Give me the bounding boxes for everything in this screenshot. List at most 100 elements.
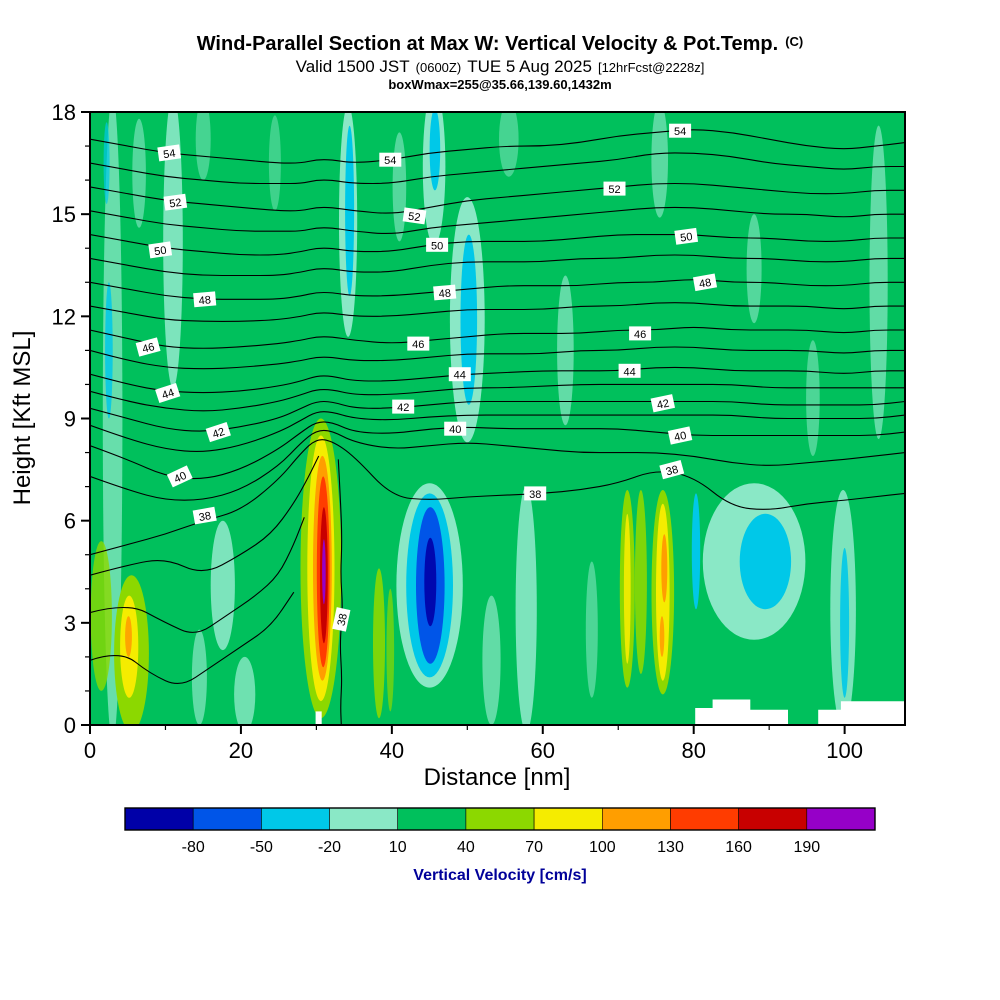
velocity-region: [806, 340, 820, 456]
valid-time: Valid 1500 JST: [296, 57, 410, 76]
contour-label-text: 44: [623, 366, 635, 378]
contour-label: 40: [166, 465, 193, 488]
y-tick-label: 15: [52, 202, 76, 227]
x-tick-label: 20: [229, 738, 253, 763]
contour-label-box: [392, 399, 415, 414]
theta-contour-51: [90, 206, 905, 235]
theta-contour-35: [90, 591, 295, 684]
theta-contour-49: [90, 254, 905, 277]
contour-label-text: 52: [407, 211, 421, 225]
contour-label: 46: [407, 336, 430, 351]
theta-contour-36: [90, 517, 305, 633]
theta-contour-47: [90, 302, 905, 322]
velocity-region: [322, 539, 326, 605]
chart-title: Wind-Parallel Section at Max W: Vertical…: [197, 33, 804, 55]
boxwmax-annotation: boxWmax=255@35.66,139.60,1432m: [388, 77, 611, 92]
contour-label-box: [650, 394, 676, 413]
colorbar-segment: [397, 807, 467, 831]
velocity-region: [634, 490, 647, 674]
contour-label-text: 48: [198, 294, 211, 307]
contour-label-box: [603, 181, 626, 196]
contour-label-text: 38: [665, 464, 680, 479]
contour-label: 38: [524, 486, 547, 501]
contour-label: 54: [669, 123, 692, 138]
velocity-region: [623, 513, 631, 664]
contour-label: 38: [659, 459, 685, 480]
contour-label-box: [157, 144, 182, 162]
colorbar: -80 -50 -20 10 40 70 100 130 160 190: [124, 807, 876, 856]
contour-label: 48: [193, 291, 217, 308]
contour-label-text: 40: [449, 424, 461, 436]
contour-label: 54: [157, 144, 182, 162]
contour-label-text: 48: [438, 287, 451, 300]
contour-label-text: 44: [160, 387, 175, 402]
contour-label-text: 38: [336, 612, 350, 626]
velocity-region: [691, 493, 701, 610]
contour-label-text: 50: [680, 231, 694, 245]
contour-label-box: [192, 506, 217, 525]
contour-label-text: 48: [698, 277, 712, 291]
contour-label: 48: [433, 284, 457, 301]
y-tick-label: 0: [64, 713, 76, 738]
theta-contour-labels: 54 54 54 52 52 52 50 50 50 48 48 48 46 46 46 44 44 44 42 42…: [135, 123, 718, 632]
contour-label: 44: [448, 367, 471, 382]
velocity-region: [515, 486, 537, 725]
theta-contour-42: [90, 400, 905, 432]
velocity-region: [125, 616, 132, 657]
x-tick-label: 80: [681, 738, 705, 763]
contour-label: 40: [444, 421, 467, 436]
contour-label-box: [629, 326, 652, 341]
colorbar-segment: [601, 807, 671, 831]
colorbar-tick-label: 70: [525, 839, 543, 856]
colorbar-tick-label: 160: [725, 839, 752, 856]
x-tick-label: 100: [826, 738, 863, 763]
velocity-region: [373, 568, 385, 719]
theta-contour-lines: [90, 129, 905, 725]
contour-label-box: [135, 337, 161, 357]
theta-contour-43: [90, 383, 905, 412]
theta-contour-39: [90, 429, 905, 501]
contour-label-text: 42: [656, 398, 670, 412]
velocity-region: [191, 629, 207, 725]
velocity-region: [103, 122, 110, 204]
colorbar-tick-label: 190: [793, 839, 820, 856]
velocity-region: [460, 234, 478, 405]
velocity-region: [739, 513, 792, 610]
contour-label-box: [667, 426, 693, 445]
colorbar-tick-label: -20: [318, 839, 341, 856]
contour-label-box: [148, 241, 173, 259]
y-tick-label: 12: [52, 304, 76, 329]
velocity-region: [429, 112, 441, 191]
velocity-region: [482, 595, 501, 725]
colorbar-segment: [329, 807, 398, 831]
theta-contour-41: [90, 411, 905, 452]
theta-contour-38: [90, 439, 905, 556]
colorbar-segment: [670, 807, 739, 831]
contour-label: 50: [426, 237, 449, 252]
contour-label-text: 54: [674, 126, 686, 138]
contour-label-box: [379, 152, 402, 167]
velocity-region: [345, 125, 355, 296]
colorbar-tick-label: 10: [389, 839, 407, 856]
contour-label-box: [332, 607, 351, 632]
contour-label: 52: [402, 207, 427, 225]
contour-label-text: 54: [163, 148, 177, 162]
forecast-info: [12hrFcst@2228z]: [598, 60, 704, 75]
terrain-mask: [315, 711, 322, 725]
colorbar-tick-label: 100: [589, 839, 616, 856]
contour-label-box: [426, 237, 449, 252]
colorbar-tick-label: 40: [457, 839, 475, 856]
theta-contour-50: [90, 234, 905, 256]
contour-label-text: 40: [172, 470, 188, 486]
theta-contour-46: [90, 326, 905, 349]
contour-label-text: 38: [198, 510, 212, 524]
valid-utc: (0600Z): [416, 60, 462, 75]
x-axis-title: Distance [nm]: [424, 764, 571, 791]
valid-date: TUE 5 Aug 2025: [467, 57, 592, 76]
contour-label-text: 44: [454, 370, 466, 382]
contour-label: 46: [135, 337, 161, 357]
contour-label-box: [193, 291, 217, 308]
contour-label: 44: [618, 363, 641, 378]
velocity-region: [195, 112, 211, 181]
